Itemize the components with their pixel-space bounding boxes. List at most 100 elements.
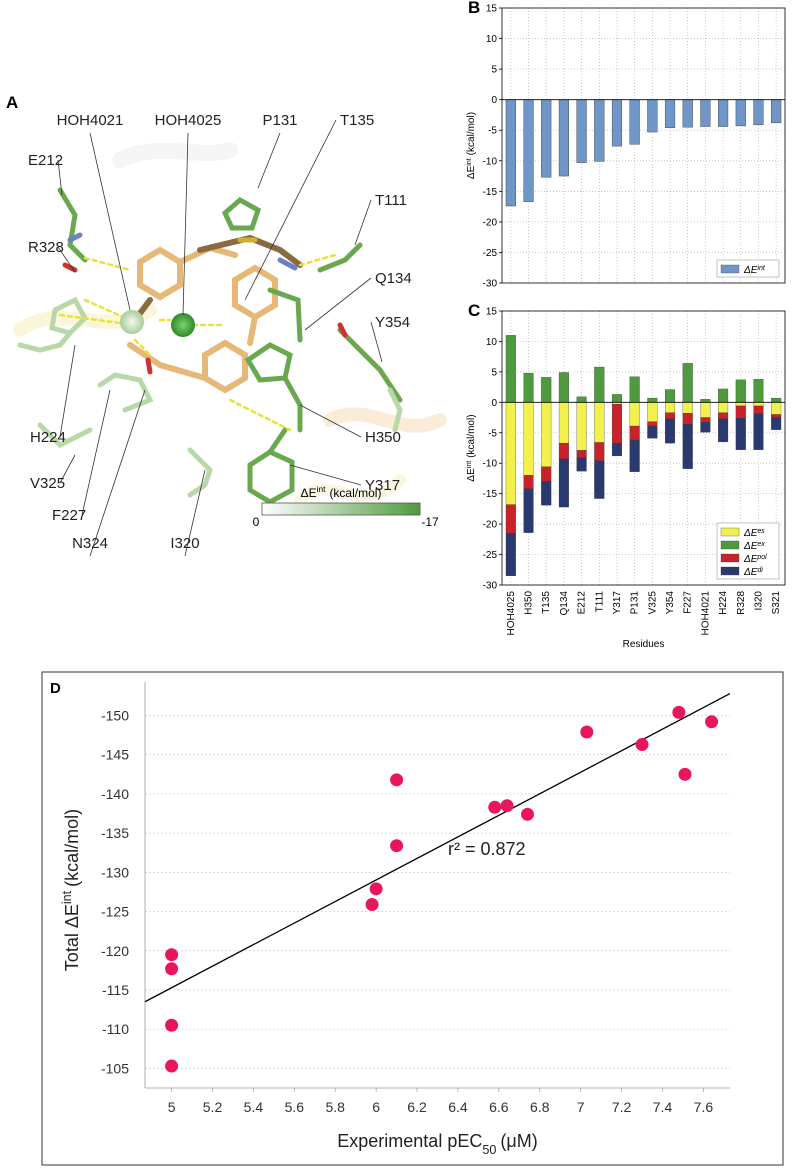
- residue-label: Q134: [375, 270, 412, 287]
- bar-segment: [558, 402, 569, 444]
- bar-segment: [647, 402, 658, 422]
- legend-label-part: ΔE: [743, 265, 758, 276]
- x-tick-label: 5.4: [244, 1099, 264, 1115]
- x-tick-label: H224: [718, 591, 729, 615]
- bar-segment: [735, 418, 746, 450]
- y-tick-label: 15: [486, 307, 498, 318]
- data-point: [165, 948, 179, 962]
- bar-segment: [505, 504, 516, 534]
- x-axis-label: Residues: [623, 639, 665, 650]
- data-point: [635, 738, 649, 752]
- bar-segment: [576, 402, 587, 451]
- x-tick-label: 6.6: [489, 1099, 509, 1115]
- x-tick-label: R328: [736, 591, 747, 615]
- data-point: [369, 882, 383, 896]
- y-tick-label: -150: [101, 708, 129, 724]
- x-axis-label-part: 50: [482, 1143, 496, 1157]
- x-tick-label: 5.6: [285, 1099, 305, 1115]
- x-tick-label: HOH4025: [506, 591, 517, 636]
- residue-label: Y354: [375, 314, 410, 331]
- y-axis-label-part: Total ΔE: [62, 904, 82, 971]
- y-tick-label: -15: [483, 489, 498, 500]
- bar-segment: [629, 425, 640, 441]
- data-point: [165, 1059, 179, 1073]
- bar: [682, 99, 693, 128]
- x-tick-label: H350: [524, 591, 535, 615]
- bar-segment: [682, 424, 693, 469]
- residue-label: T111: [375, 192, 407, 209]
- data-point: [488, 800, 502, 814]
- legend-label-part: ΔE: [743, 528, 758, 539]
- legend-label-part: es: [757, 528, 765, 535]
- y-tick-label: -15: [483, 187, 498, 198]
- x-tick-label: Y317: [612, 591, 623, 615]
- bar-segment: [558, 458, 569, 508]
- x-tick-label: F227: [683, 591, 694, 614]
- bar-segment: [558, 442, 569, 460]
- y-tick-label: -135: [101, 825, 129, 841]
- y-tick-label: -125: [101, 904, 129, 920]
- bar-segment: [611, 394, 622, 403]
- legend-label-part: ΔE: [743, 541, 758, 552]
- residue-label: E212: [28, 152, 63, 169]
- leader-line: [370, 321, 383, 363]
- x-tick-label: I320: [753, 591, 764, 611]
- x-tick-label: 6.2: [407, 1099, 427, 1115]
- x-tick-label: 5.2: [203, 1099, 223, 1115]
- bar: [771, 99, 782, 124]
- bar: [629, 99, 640, 145]
- bar-segment: [665, 412, 676, 419]
- bar: [541, 99, 552, 178]
- y-axis-label-part: ΔE: [466, 468, 477, 482]
- bar: [718, 99, 729, 127]
- bar-segment: [505, 402, 516, 505]
- bar-segment: [541, 481, 552, 506]
- x-tick-label: 6.4: [448, 1099, 468, 1115]
- residue-label: V325: [30, 475, 65, 492]
- bar-segment: [771, 397, 782, 403]
- legend-label: ΔEint: [743, 265, 766, 277]
- bar: [523, 99, 534, 202]
- y-tick-label: -120: [101, 943, 129, 959]
- y-tick-label: 10: [486, 337, 498, 348]
- leader-line: [257, 132, 281, 189]
- legend-label-part: int: [757, 265, 765, 272]
- bar-segment: [576, 396, 587, 403]
- y-tick-label: -5: [488, 126, 497, 137]
- leader-line: [59, 344, 76, 438]
- residue-label: P131: [262, 112, 297, 129]
- bar: [700, 99, 711, 127]
- panel-label: B: [468, 0, 480, 17]
- bar-segment: [594, 366, 605, 403]
- y-axis-label-part: int: [466, 461, 473, 468]
- panel-d-frame: [41, 671, 784, 1166]
- data-point: [580, 725, 594, 739]
- y-axis-label: Total ΔEint (kcal/mol): [60, 809, 82, 971]
- y-axis-label-part: (kcal/mol): [466, 112, 477, 155]
- y-axis-label: ΔEint (kcal/mol): [466, 112, 478, 179]
- residue-label: I320: [170, 535, 199, 552]
- bar-segment: [718, 388, 729, 403]
- residue-label: HOH4021: [57, 112, 124, 129]
- bar-segment: [682, 402, 693, 414]
- colorbar-max: -17: [421, 515, 439, 529]
- bar-segment: [541, 402, 552, 468]
- panel-label: C: [468, 301, 480, 320]
- x-axis-label-part: (μM): [500, 1131, 537, 1151]
- leader-line: [304, 277, 372, 331]
- x-tick-label: E212: [577, 591, 588, 615]
- legend-swatch: [720, 540, 740, 550]
- bar: [505, 99, 516, 207]
- colorbar-gradient: [261, 502, 421, 516]
- bar: [735, 99, 746, 127]
- data-point: [672, 705, 686, 719]
- bar-segment: [629, 376, 640, 403]
- data-point: [390, 839, 404, 853]
- leader-line: [354, 199, 372, 246]
- legend-label: ΔEdi: [743, 567, 763, 579]
- leader-line: [182, 132, 189, 316]
- y-tick-label: -30: [483, 279, 498, 290]
- y-tick-label: 5: [491, 65, 497, 76]
- bar-segment: [594, 402, 605, 443]
- x-tick-label: T111: [594, 591, 605, 613]
